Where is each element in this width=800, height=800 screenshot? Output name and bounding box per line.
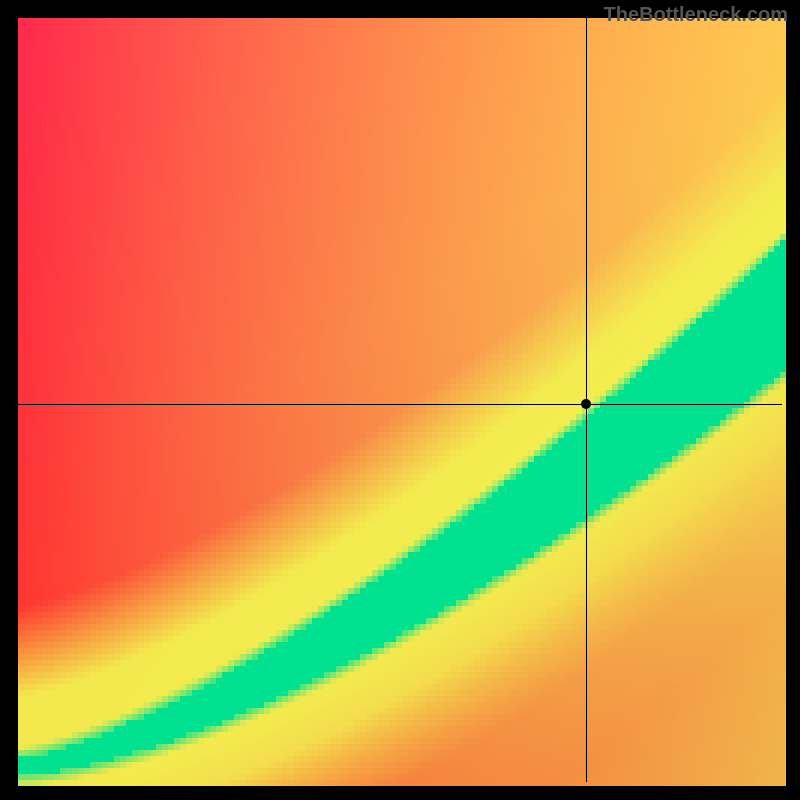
heatmap-container: TheBottleneck.com <box>0 0 800 800</box>
watermark-text: TheBottleneck.com <box>604 4 788 27</box>
bottleneck-heatmap <box>0 0 800 800</box>
